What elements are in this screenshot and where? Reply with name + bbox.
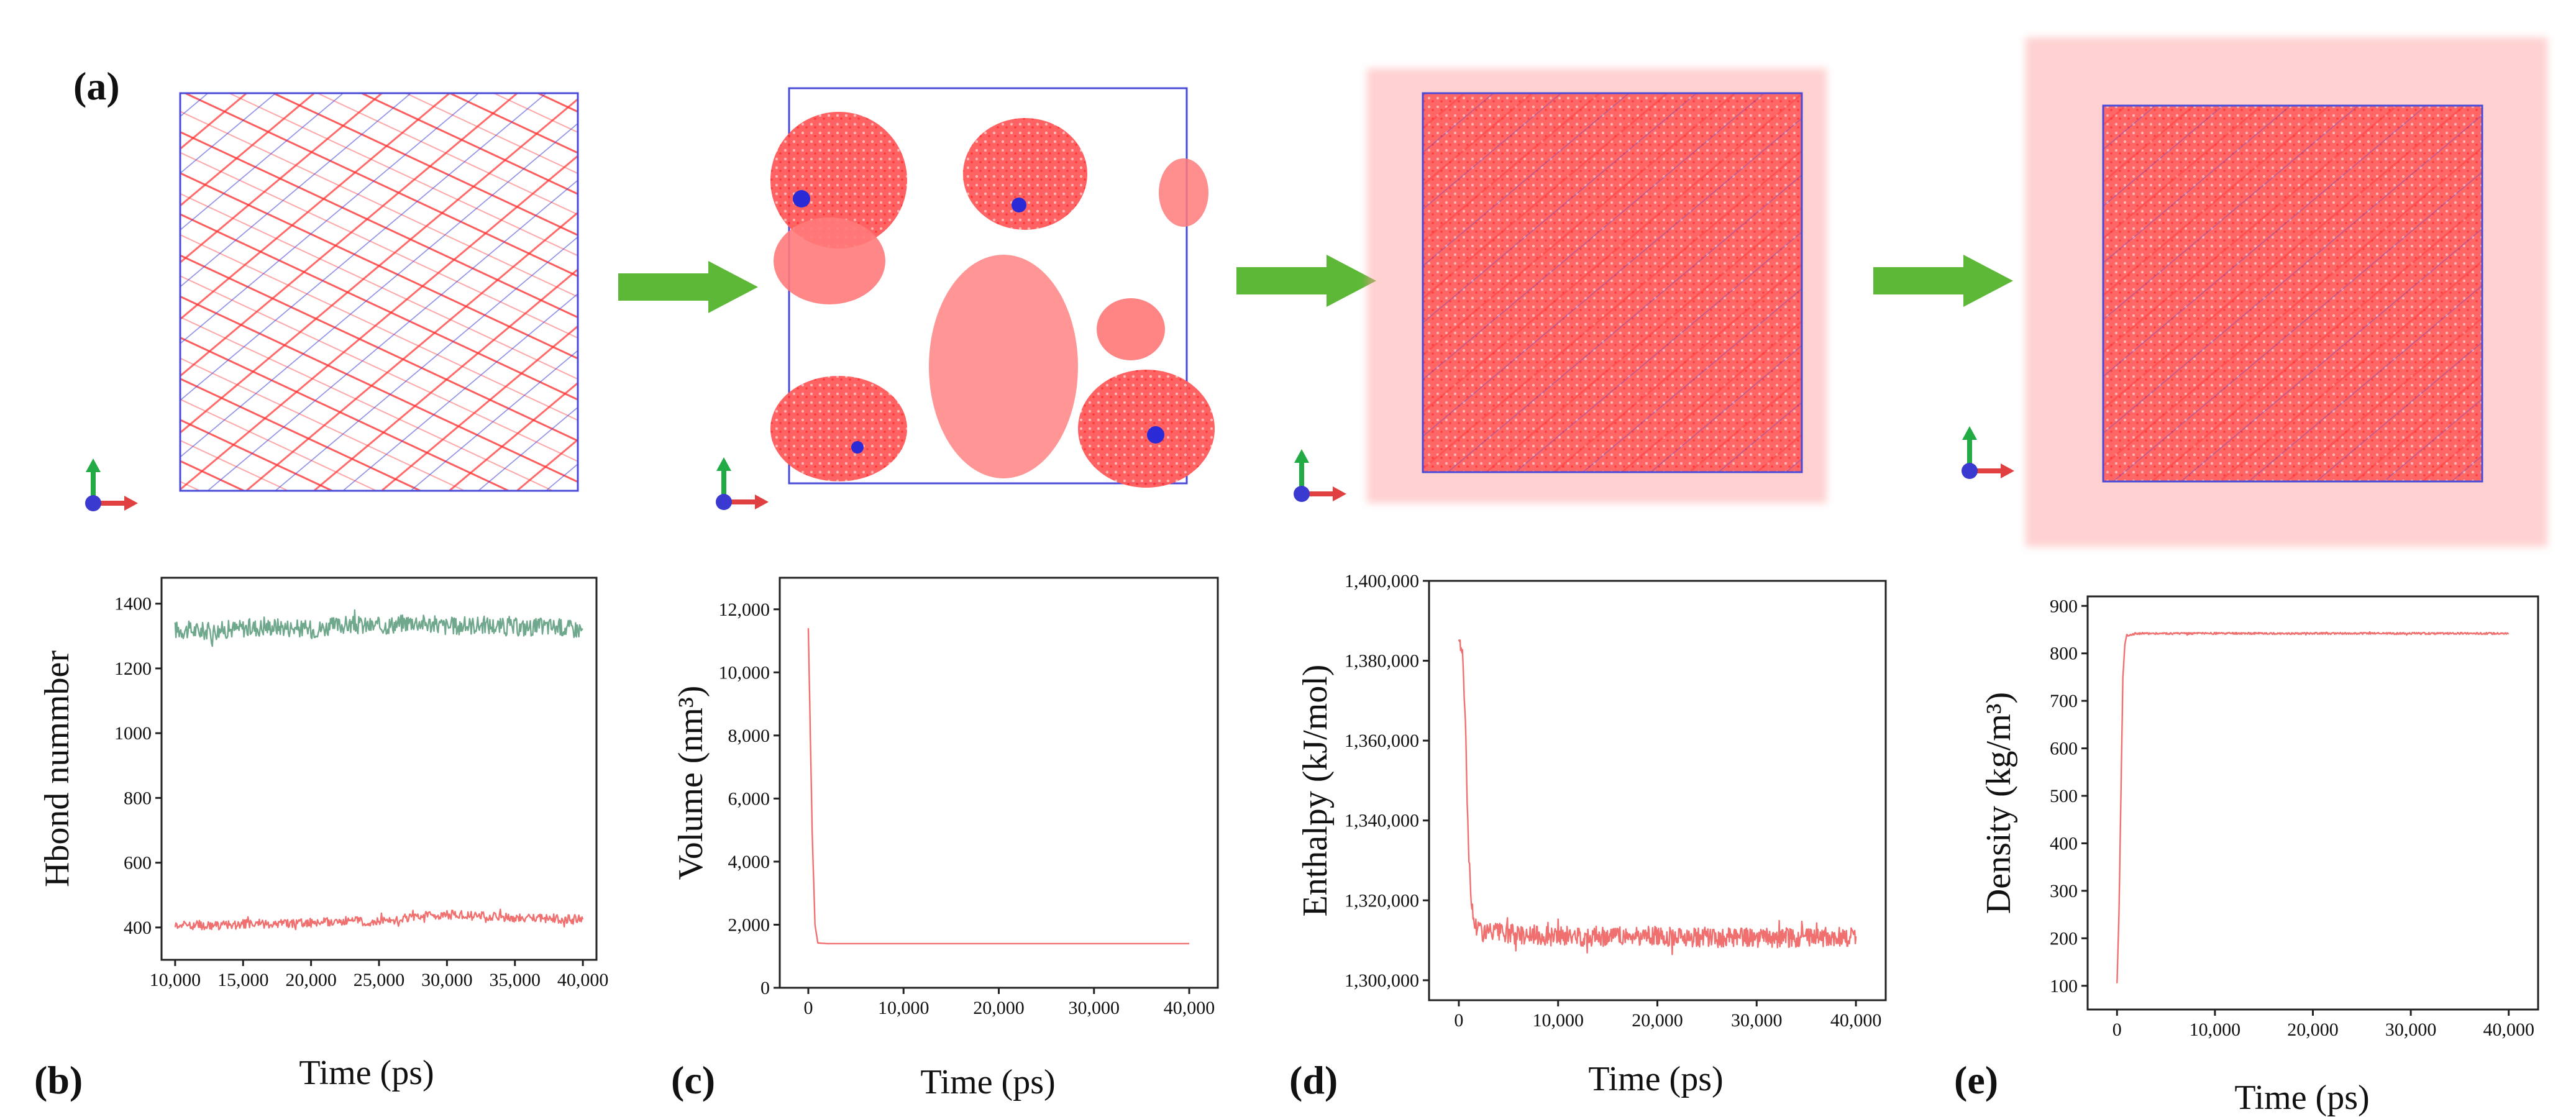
arrow-icon (1236, 255, 1376, 307)
y-tick-label: 900 (2050, 596, 2078, 616)
x-axis-title: Time (ps) (299, 1054, 434, 1092)
x-tick-label: 40,000 (1164, 998, 1215, 1018)
y-tick-label: 400 (2050, 833, 2078, 854)
y-axis-title: Hbond nummber (38, 650, 76, 887)
y-axis-title: Density (kg/m³) (1980, 692, 2018, 914)
arrow-icon (1873, 255, 2013, 307)
y-tick-label: 2,000 (728, 914, 770, 935)
series-line-upper (174, 609, 583, 647)
y-tick-label: 100 (2050, 976, 2078, 996)
x-tick-label: 20,000 (2287, 1019, 2339, 1040)
y-tick-label: 12,000 (719, 600, 770, 620)
x-tick-label: 30,000 (421, 970, 473, 990)
y-tick-label: 8,000 (728, 726, 770, 746)
y-tick-label: 4,000 (728, 852, 770, 872)
x-tick-label: 0 (1454, 1010, 1463, 1031)
x-tick-label: 15,000 (217, 970, 269, 990)
panel-label-e: (e) (1954, 1058, 1998, 1102)
y-tick-label: 6,000 (728, 788, 770, 809)
x-tick-label: 20,000 (285, 970, 337, 990)
y-tick-label: 1,380,000 (1345, 651, 1419, 672)
x-tick-label: 20,000 (1632, 1010, 1683, 1031)
y-tick-label: 700 (2050, 691, 2078, 711)
snapshot-4-final (2026, 37, 2547, 547)
y-tick-label: 1400 (114, 594, 152, 614)
y-tick-label: 1,360,000 (1345, 731, 1419, 751)
x-tick-label: 20,000 (973, 998, 1025, 1018)
x-tick-label: 25,000 (354, 970, 405, 990)
y-tick-label: 500 (2050, 786, 2078, 806)
axis-triad-icon (85, 458, 138, 511)
chart-volume: 0 10,000 20,000 30,000 40,000 0 2,000 4,000 6,00… (672, 577, 1219, 1101)
panel-label-b: (b) (34, 1058, 83, 1102)
y-tick-label: 300 (2050, 881, 2078, 901)
y-tick-label: 0 (760, 978, 770, 998)
x-tick-label: 10,000 (1532, 1010, 1584, 1031)
x-tick-label: 40,000 (557, 970, 609, 990)
y-tick-label: 1200 (114, 659, 152, 679)
chart-density: 0 10,000 20,000 30,000 40,000 100 200 300 400 500… (1980, 595, 2539, 1117)
y-tick-label: 1,340,000 (1345, 811, 1419, 831)
x-tick-label: 30,000 (1069, 998, 1120, 1018)
x-tick-label: 40,000 (1830, 1010, 1882, 1031)
y-axis-title: Volume (nm³) (672, 686, 710, 880)
panel-label-a: (a) (73, 64, 120, 108)
plot-frame (2086, 595, 2539, 1011)
simulation-box-4 (2102, 104, 2483, 483)
panel-label-c: (c) (671, 1058, 715, 1102)
y-tick-label: 1,400,000 (1345, 571, 1419, 591)
series-line-density (2116, 631, 2510, 983)
y-tick-label: 600 (2050, 739, 2078, 759)
snapshot-3-equilibrated (1367, 68, 1827, 503)
axis-triad-icon (1294, 449, 1346, 502)
series-line-volume (807, 628, 1190, 945)
y-tick-label: 1,300,000 (1345, 970, 1419, 991)
y-tick-label: 1000 (114, 723, 152, 744)
series-line-enthalpy (1458, 639, 1857, 955)
y-tick-label: 1,320,000 (1345, 890, 1419, 911)
x-tick-label: 35,000 (490, 970, 541, 990)
arrow-icon (618, 261, 758, 313)
simulation-box-3 (1422, 92, 1803, 473)
axis-triad-icon (1962, 426, 2014, 479)
x-tick-label: 40,000 (2483, 1019, 2534, 1040)
x-tick-label: 30,000 (1731, 1010, 1783, 1031)
x-tick-label: 0 (2112, 1019, 2122, 1040)
x-tick-label: 10,000 (878, 998, 929, 1018)
plot-frame (779, 577, 1219, 989)
x-tick-label: 10,000 (150, 970, 201, 990)
y-tick-label: 800 (2050, 644, 2078, 664)
snapshot-1-initial-fibers (179, 92, 579, 492)
snapshot-2-aggregates (770, 87, 1215, 488)
simulation-box-1 (179, 92, 579, 492)
y-tick-label: 200 (2050, 928, 2078, 949)
x-axis-title: Time (ps) (2234, 1078, 2369, 1117)
x-axis-title: Time (ps) (1588, 1060, 1723, 1098)
chart-hbond: 10,000 15,000 20,000 25,000 30,000 35,000 40,0… (38, 577, 609, 1092)
y-tick-label: 800 (124, 788, 152, 808)
chart-enthalpy: 0 10,000 20,000 30,000 40,000 1,300,000 1,320,… (1296, 571, 1887, 1098)
series-line-lower (174, 908, 584, 931)
y-tick-label: 400 (124, 918, 152, 938)
x-axis-title: Time (ps) (920, 1063, 1055, 1101)
y-tick-label: 10,000 (719, 662, 770, 683)
x-tick-label: 30,000 (2385, 1019, 2437, 1040)
axis-triad-icon (716, 457, 769, 510)
y-axis-title: Enthalpy (kJ/mol) (1296, 665, 1335, 917)
panel-label-d: (d) (1289, 1058, 1338, 1102)
x-tick-label: 0 (803, 998, 813, 1018)
x-tick-label: 10,000 (2190, 1019, 2241, 1040)
y-tick-label: 600 (124, 853, 152, 873)
